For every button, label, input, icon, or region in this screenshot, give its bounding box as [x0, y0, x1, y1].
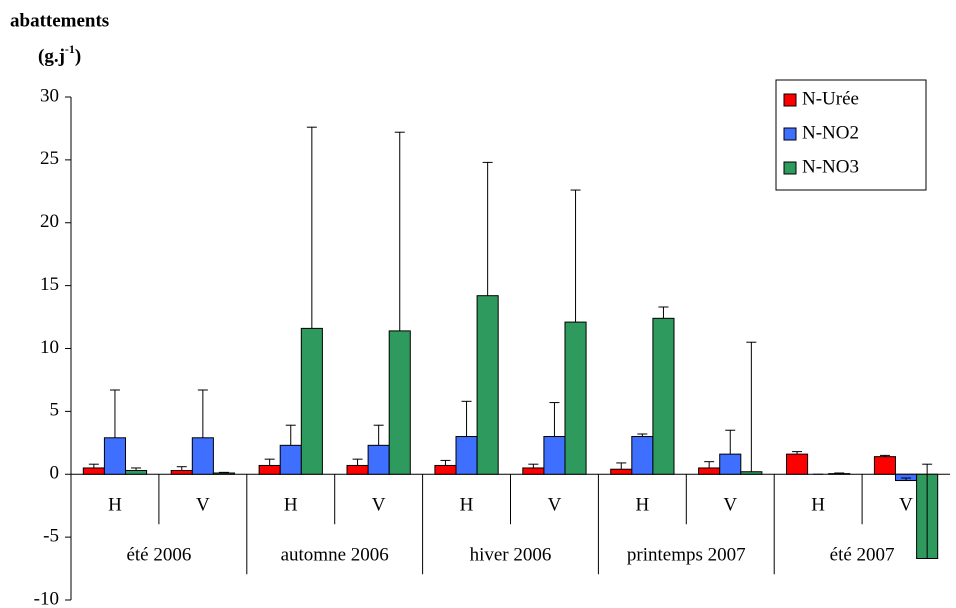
unit-end: )	[75, 46, 81, 67]
y-tick-label: 5	[50, 400, 60, 421]
y-tick-label: 20	[40, 211, 59, 232]
x-tick-label: V	[372, 495, 386, 516]
bar	[740, 471, 763, 475]
x-tick-label: H	[284, 495, 298, 516]
x-tick-label: H	[460, 495, 474, 516]
bar	[476, 295, 499, 475]
legend-label: N-NO3	[802, 156, 859, 177]
y-tick-label: 25	[40, 148, 59, 169]
x-tick-label: H	[108, 495, 122, 516]
legend-swatch	[783, 127, 797, 141]
unit-sup: -1	[65, 42, 75, 56]
y-axis-unit: (g.j-1)	[38, 42, 81, 68]
group-label: printemps 2007	[627, 545, 746, 566]
bar	[367, 444, 390, 475]
bar	[82, 467, 105, 475]
group-label: été 2006	[126, 545, 191, 566]
bar	[170, 469, 193, 475]
bar	[279, 444, 302, 475]
unit: (g.j	[38, 46, 65, 67]
bar	[631, 436, 654, 475]
bar	[698, 467, 721, 475]
group-label: hiver 2006	[470, 545, 552, 566]
x-tick-label: V	[723, 495, 737, 516]
bar	[434, 464, 457, 475]
x-tick-label: V	[899, 495, 913, 516]
legend-label: N-NO2	[802, 122, 859, 143]
bar	[652, 317, 675, 475]
y-tick-label: -10	[34, 588, 59, 608]
bar	[300, 327, 323, 475]
y-axis-label: abattements	[10, 10, 109, 31]
bar	[388, 330, 411, 475]
bar	[103, 437, 126, 475]
bar	[873, 456, 897, 475]
y-tick-label: -5	[43, 525, 59, 546]
x-tick-label: H	[635, 495, 649, 516]
bar	[455, 436, 478, 475]
x-tick-label: V	[196, 495, 210, 516]
bar	[828, 473, 851, 475]
group-label: été 2007	[830, 545, 895, 566]
bar	[564, 321, 587, 475]
bar	[191, 437, 214, 475]
bar	[522, 467, 545, 475]
bar	[258, 464, 281, 475]
x-tick-label: V	[548, 495, 562, 516]
bar	[346, 464, 369, 475]
x-tick-label: H	[811, 495, 825, 516]
y-tick-label: 15	[40, 274, 59, 295]
legend-box	[775, 79, 927, 191]
group-label: automne 2006	[281, 545, 389, 566]
legend-swatch	[783, 161, 797, 175]
bar	[719, 453, 742, 475]
y-tick-label: 0	[50, 463, 60, 484]
bar	[212, 472, 235, 475]
y-tick-label: 10	[40, 337, 59, 358]
bar	[543, 436, 566, 475]
y-tick-label: 30	[40, 85, 59, 106]
legend-swatch	[783, 93, 797, 107]
bar	[786, 453, 809, 475]
legend-label: N-Urée	[802, 88, 859, 109]
bar	[610, 468, 633, 475]
bar	[124, 469, 148, 475]
